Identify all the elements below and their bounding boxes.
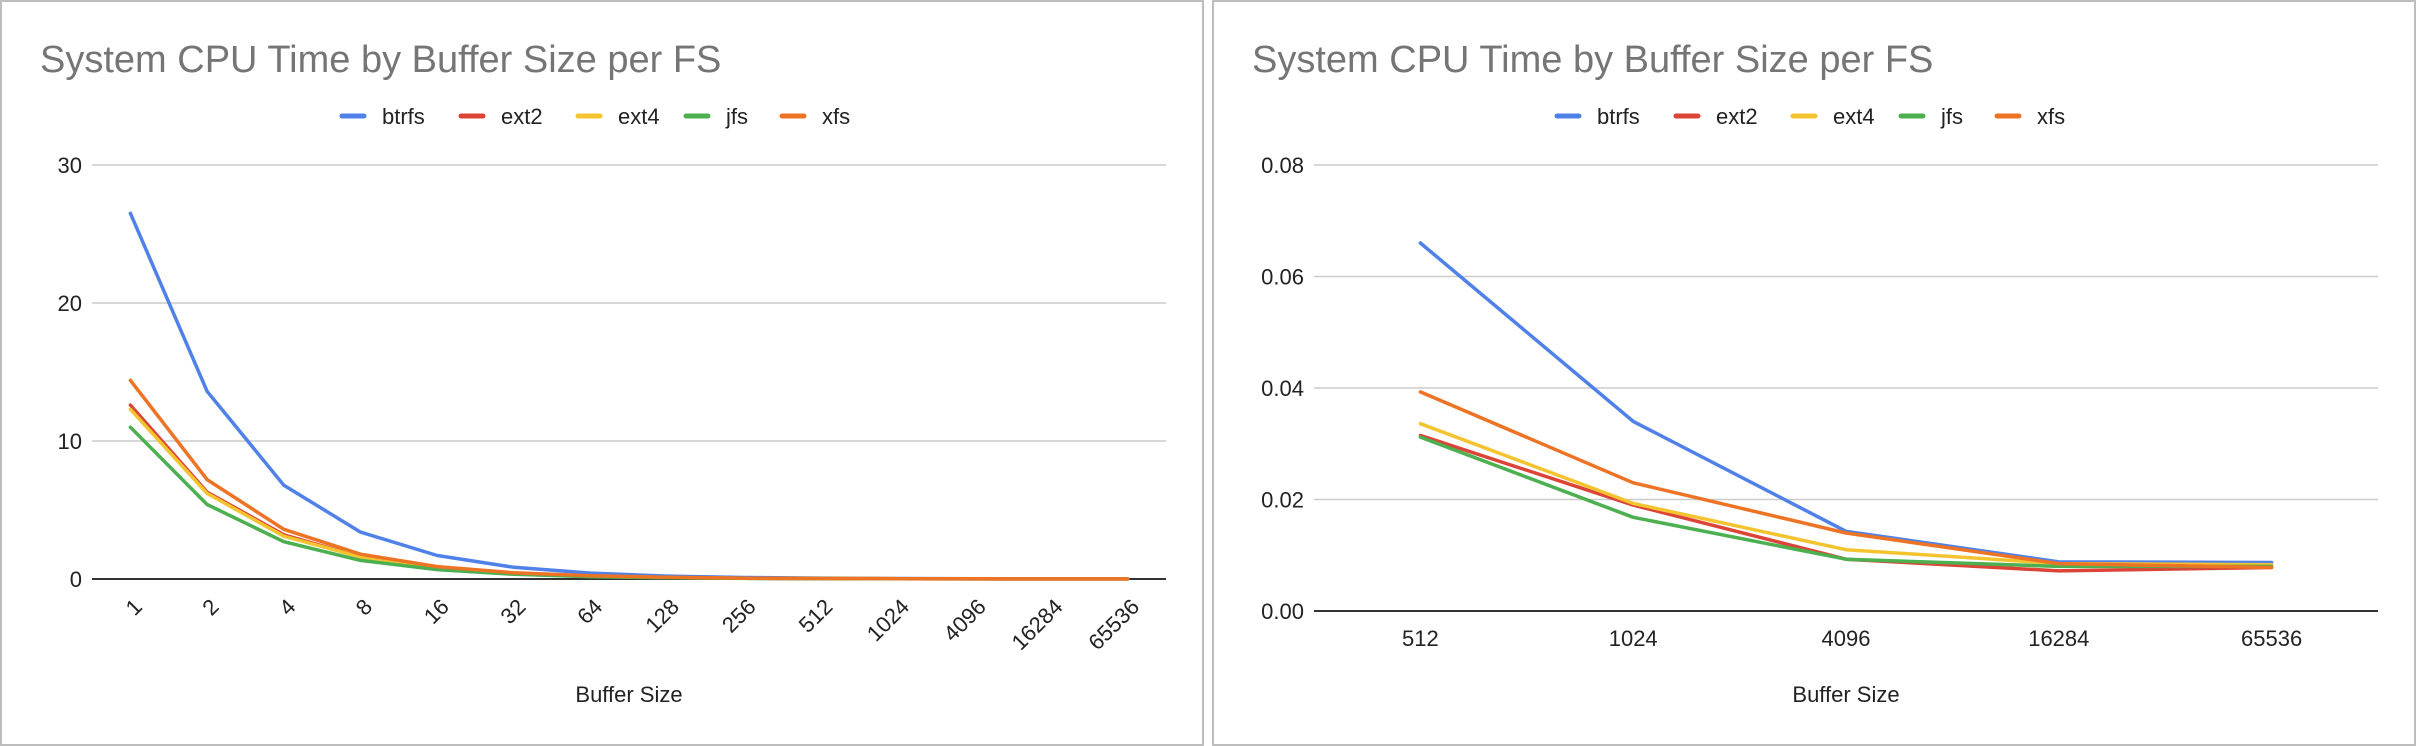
x-tick-label: 65536 — [1083, 594, 1144, 655]
x-tick-label: 2 — [197, 594, 223, 620]
legend-label: btrfs — [1597, 104, 1640, 129]
chart-right-svg: System CPU Time by Buffer Size per FS bt… — [1252, 39, 2378, 707]
chart-title: System CPU Time by Buffer Size per FS — [40, 39, 721, 81]
y-tick-label: 0.04 — [1261, 376, 1304, 401]
legend-label: jfs — [1940, 104, 1963, 129]
legend-item-ext4: ext4 — [575, 104, 660, 129]
series-line-xfs — [1418, 390, 2274, 570]
legend-label: ext2 — [501, 104, 543, 129]
legend-item-btrfs: btrfs — [1554, 104, 1640, 129]
y-tick-label: 10 — [58, 429, 82, 454]
series-line-ext2 — [128, 403, 1130, 581]
x-tick-label: 4 — [274, 594, 300, 620]
chart-panel-right: System CPU Time by Buffer Size per FS bt… — [1212, 0, 2416, 746]
legend-item-ext2: ext2 — [458, 104, 543, 129]
x-tick-label: 512 — [1402, 626, 1439, 651]
x-axis-label: Buffer Size — [1792, 682, 1899, 707]
series-line-btrfs — [1418, 241, 2274, 565]
y-axis-ticks: 0.00 0.02 0.04 0.06 0.08 — [1261, 153, 1304, 624]
legend-label: xfs — [822, 104, 850, 129]
series-line-ext4 — [128, 407, 1130, 581]
y-tick-label: 20 — [58, 291, 82, 316]
x-tick-label: 16 — [419, 594, 454, 629]
y-tick-label: 30 — [58, 153, 82, 178]
x-tick-label: 65536 — [2241, 626, 2302, 651]
x-tick-label: 4096 — [939, 594, 991, 646]
legend-label: jfs — [725, 104, 748, 129]
legend-label: btrfs — [382, 104, 425, 129]
x-tick-label: 1024 — [1609, 626, 1658, 651]
legend-label: ext4 — [618, 104, 660, 129]
series-lines — [1418, 241, 2274, 573]
legend-item-ext2: ext2 — [1673, 104, 1758, 129]
x-tick-label: 16284 — [1007, 594, 1068, 655]
y-tick-label: 0.02 — [1261, 488, 1304, 513]
legend-label: ext2 — [1716, 104, 1758, 129]
legend-item-xfs: xfs — [779, 104, 850, 129]
series-line-xfs — [128, 378, 1130, 581]
y-tick-label: 0.00 — [1261, 599, 1304, 624]
x-tick-label: 4096 — [1822, 626, 1871, 651]
series-lines — [128, 211, 1130, 581]
legend-item-jfs: jfs — [1898, 104, 1963, 129]
x-axis-ticks: 1 2 4 8 16 32 64 128 256 512 1024 4096 16284 65536 — [121, 594, 1145, 655]
x-tick-label: 1 — [121, 594, 147, 620]
legend-item-xfs: xfs — [1994, 104, 2065, 129]
series-line-jfs — [1418, 435, 2274, 569]
x-axis-ticks: 512 1024 4096 16284 65536 — [1402, 626, 2302, 651]
y-tick-label: 0.08 — [1261, 153, 1304, 178]
x-tick-label: 1024 — [862, 594, 914, 646]
x-tick-label: 8 — [351, 594, 377, 620]
x-axis-label: Buffer Size — [575, 682, 682, 707]
y-tick-label: 0 — [70, 567, 82, 592]
y-axis-ticks: 0 10 20 30 — [58, 153, 82, 592]
chart-left-svg: System CPU Time by Buffer Size per FS bt… — [40, 39, 1166, 707]
x-tick-label: 128 — [640, 594, 684, 638]
chart-panel-left: System CPU Time by Buffer Size per FS bt… — [0, 0, 1204, 746]
legend-item-btrfs: btrfs — [339, 104, 425, 129]
grid-lines — [1314, 164, 2378, 612]
legend-label: ext4 — [1833, 104, 1875, 129]
legend-label: xfs — [2037, 104, 2065, 129]
chart-legend: btrfs ext2 ext4 jfs xfs — [339, 104, 850, 129]
y-tick-label: 0.06 — [1261, 265, 1304, 290]
chart-title: System CPU Time by Buffer Size per FS — [1252, 39, 1933, 81]
legend-item-jfs: jfs — [683, 104, 748, 129]
chart-legend: btrfs ext2 ext4 jfs xfs — [1554, 104, 2065, 129]
legend-item-ext4: ext4 — [1790, 104, 1875, 129]
x-tick-label: 16284 — [2028, 626, 2089, 651]
series-line-jfs — [128, 425, 1130, 581]
x-tick-label: 512 — [794, 594, 838, 638]
x-tick-label: 64 — [572, 594, 607, 629]
x-tick-label: 256 — [717, 594, 761, 638]
x-tick-label: 32 — [496, 594, 531, 629]
series-line-btrfs — [128, 211, 1130, 581]
